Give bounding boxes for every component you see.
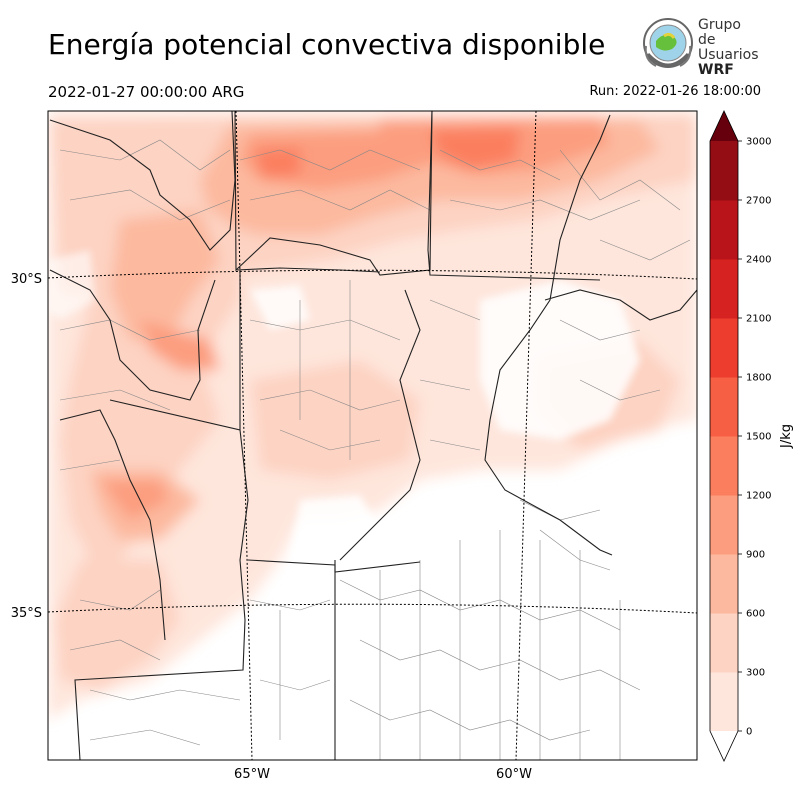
colorbar-tick-label: 0 [746, 727, 752, 738]
colorbar-block [710, 318, 738, 378]
logo-text: Grupo de Usuarios WRF [698, 18, 760, 78]
colorbar-block [710, 141, 738, 201]
colorbar-block [710, 554, 738, 614]
colorbar-unit-label: J/kg [779, 424, 794, 449]
colorbar-extend-min [710, 731, 738, 761]
colorbar-tick-label: 1800 [746, 373, 771, 384]
colorbar: 0 300 600 900 1200 1500 1800 2100 2400 2700 3000 [709, 110, 771, 762]
map-frame [47, 110, 698, 761]
colorbar-block [710, 495, 738, 555]
colorbar-block [710, 672, 738, 732]
map-title: Energía potencial convectiva disponible [48, 28, 606, 61]
colorbar-extend-max [710, 111, 738, 141]
colorbar-tick-label: 2700 [746, 196, 771, 207]
graticule [48, 111, 697, 760]
lat-label-35s: 35°S [11, 606, 42, 621]
lon-label-65w: 65°W [234, 767, 270, 782]
colorbar-block [710, 613, 738, 673]
valid-time: 2022-01-27 00:00:00 ARG [48, 83, 245, 101]
lat-label-30s: 30°S [11, 272, 42, 287]
logo-line3: WRF [698, 62, 734, 78]
colorbar-tick-label: 2100 [746, 314, 771, 325]
colorbar-tick-label: 900 [746, 550, 765, 561]
colorbar-tick-label: 3000 [746, 137, 771, 148]
colorbar-block [710, 377, 738, 437]
colorbar-tick-label: 1500 [746, 432, 771, 443]
white-areas [48, 250, 640, 560]
grupo-wrf-logo: Grupo de Usuarios WRF [638, 16, 760, 78]
colorbar-tick-label: 300 [746, 668, 765, 679]
logo-line2: Usuarios [698, 47, 759, 63]
colorbar-block [710, 200, 738, 260]
colorbar-block [710, 436, 738, 496]
globe-seal-icon [643, 18, 693, 68]
lon-label-60w: 60°W [496, 767, 532, 782]
colorbar-tick-label: 600 [746, 609, 765, 620]
colorbar-tick-label: 2400 [746, 255, 771, 266]
colorbar-block [710, 259, 738, 319]
logo-line1: Grupo de [698, 17, 741, 48]
map-area [48, 111, 697, 760]
colorbar-tick-label: 1200 [746, 491, 771, 502]
run-time: Run: 2022-01-26 18:00:00 [589, 84, 761, 99]
